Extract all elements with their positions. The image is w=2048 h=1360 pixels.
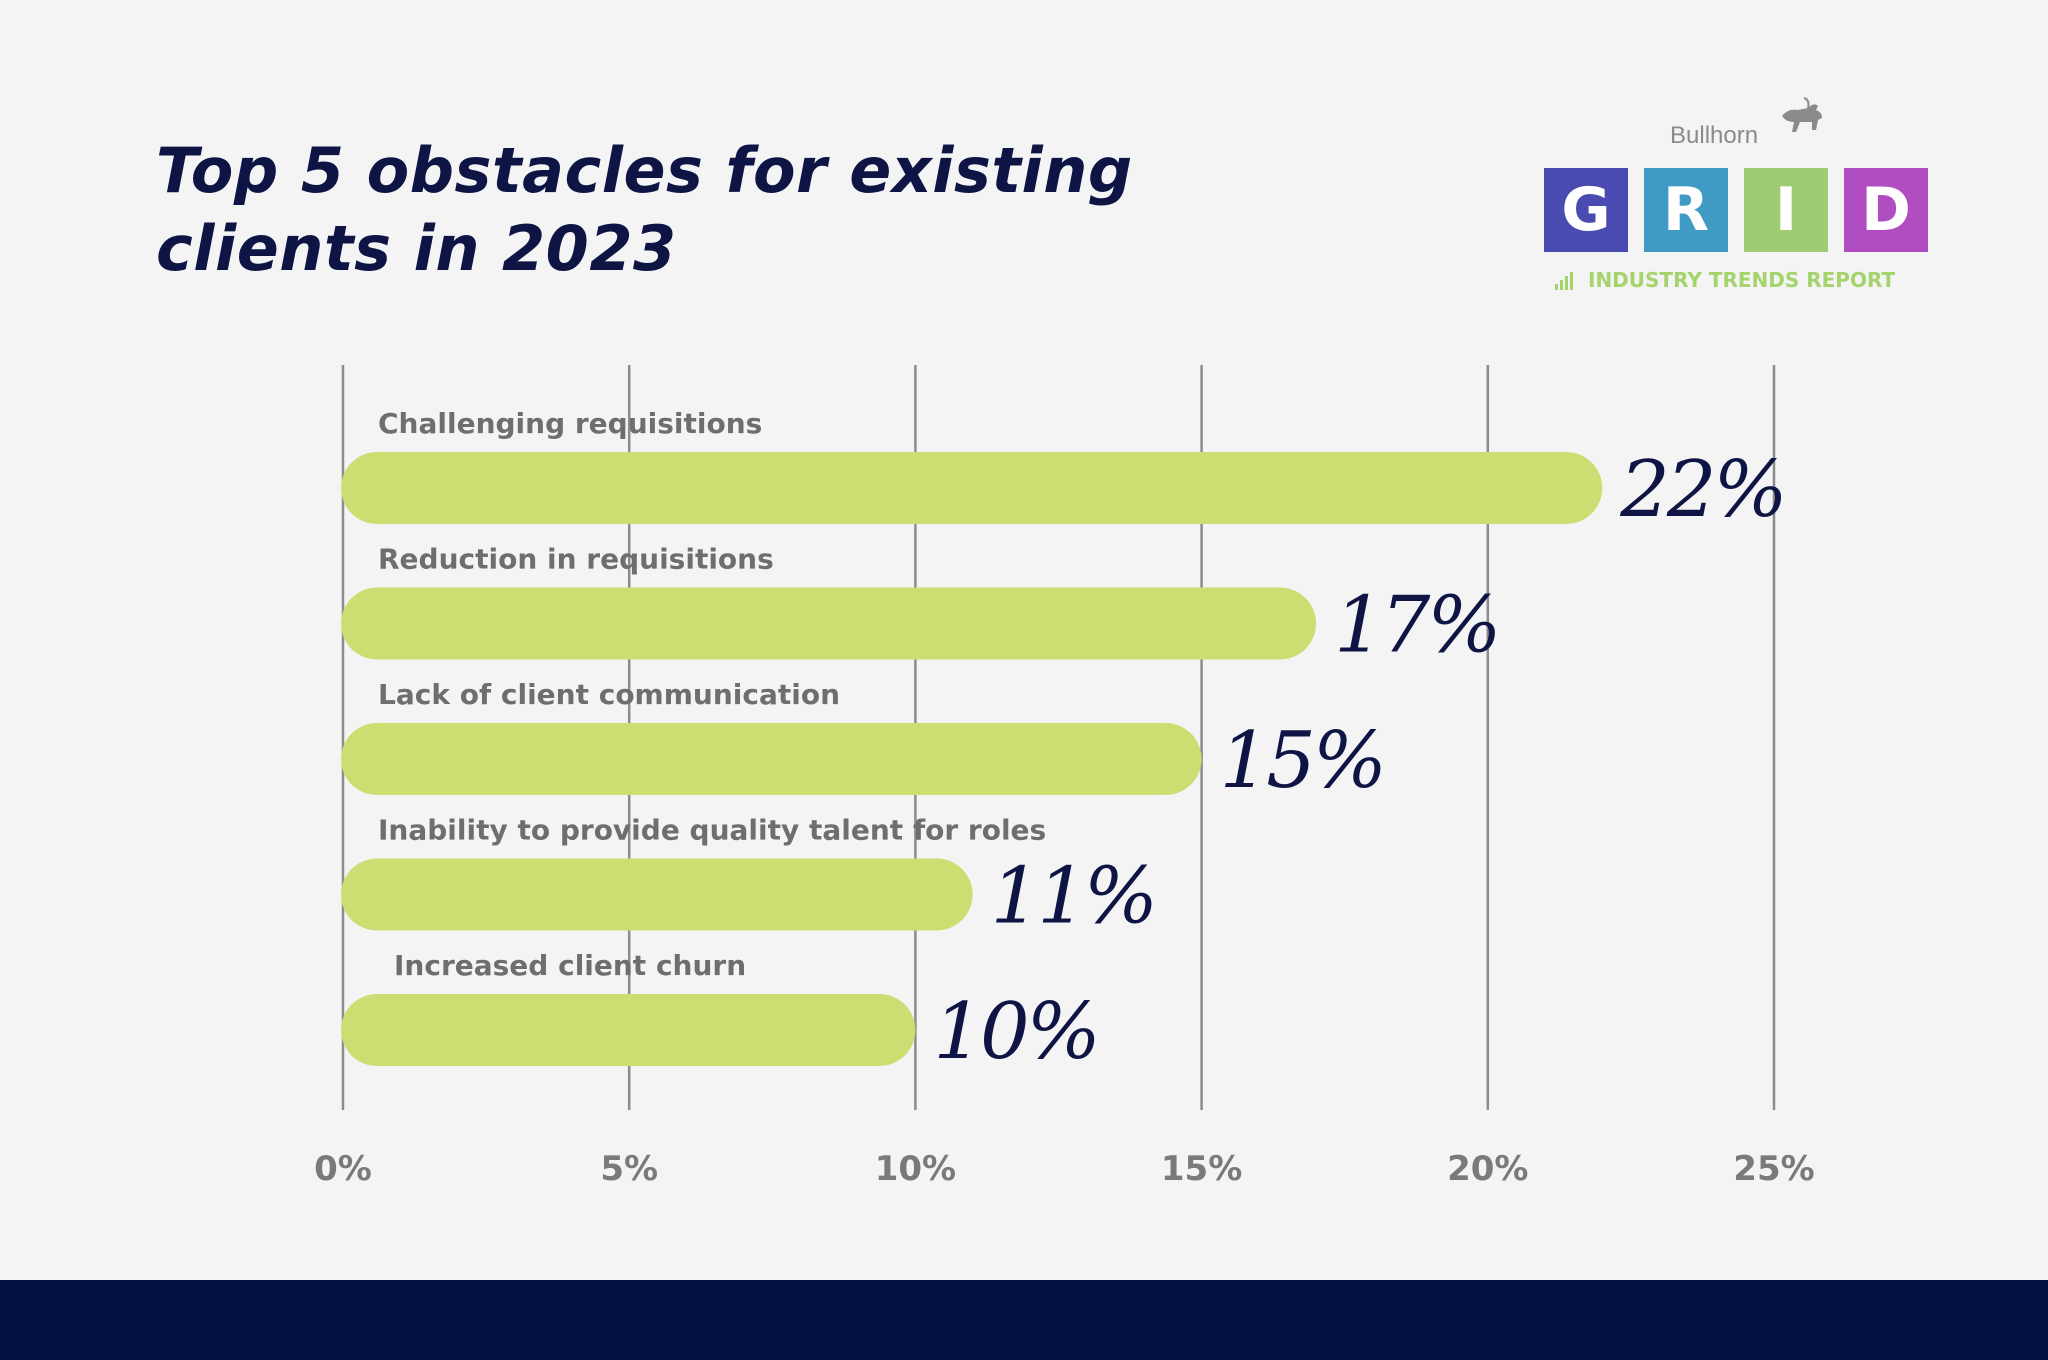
value-label: 10% xyxy=(933,987,1097,1077)
category-label: Challenging requisitions xyxy=(378,407,762,440)
grid-tile-g: G xyxy=(1544,168,1628,252)
x-tick-label: 5% xyxy=(600,1149,658,1189)
grid-tile-r: R xyxy=(1644,168,1728,252)
value-label: 17% xyxy=(1334,581,1498,671)
x-tick-label: 0% xyxy=(314,1149,372,1189)
chart-title: Top 5 obstacles for existing clients in … xyxy=(156,132,1156,288)
chart-title-line-1: Top 5 obstacles for existing xyxy=(156,134,1133,207)
footer-bar xyxy=(0,1280,2048,1360)
report-tagline: INDUSTRY TRENDS REPORT xyxy=(1554,268,1895,292)
bar xyxy=(341,858,973,931)
value-label: 11% xyxy=(991,852,1155,942)
bull-icon xyxy=(1782,97,1822,132)
grid-letters: G R I D xyxy=(1544,168,1928,252)
bar-chart-icon xyxy=(1555,272,1573,290)
bar xyxy=(341,723,1202,795)
x-tick-label: 20% xyxy=(1447,1149,1528,1189)
tagline-text: INDUSTRY TRENDS REPORT xyxy=(1588,268,1896,292)
bar xyxy=(341,587,1317,660)
value-label: 22% xyxy=(1619,445,1784,535)
x-tick-label: 10% xyxy=(875,1149,956,1189)
category-label: Lack of client communication xyxy=(378,678,840,711)
bullhorn-brand: Bullhorn xyxy=(1670,122,1759,149)
category-label: Reduction in requisitions xyxy=(378,543,774,576)
grid-tile-d: D xyxy=(1844,168,1928,252)
x-tick-label: 15% xyxy=(1161,1149,1242,1189)
bar xyxy=(341,994,916,1066)
x-tick-label: 25% xyxy=(1733,1149,1814,1189)
grid-report-logo: Bullhorn G R I D INDUSTRY TRENDS REPORT xyxy=(1540,96,1940,306)
grid-tile-i: I xyxy=(1744,168,1828,252)
value-label: 15% xyxy=(1220,716,1384,806)
bar xyxy=(341,452,1603,524)
chart-title-line-2: clients in 2023 xyxy=(156,212,677,285)
category-label: Inability to provide quality talent for … xyxy=(378,814,1046,847)
category-label: Increased client churn xyxy=(394,949,746,982)
bar-chart: 0% 5% 10% 15% 20% 25% Challenging requisitions… xyxy=(314,365,1815,1189)
